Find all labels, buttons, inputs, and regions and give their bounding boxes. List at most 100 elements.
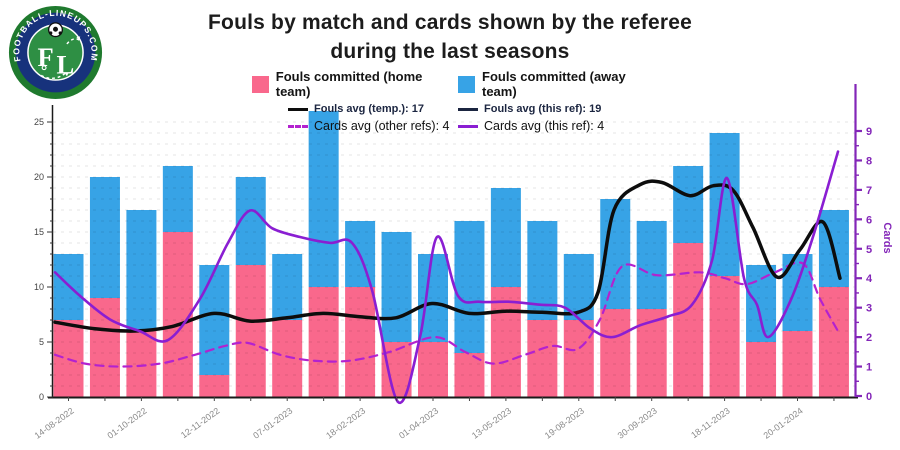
bar-away-fouls <box>272 254 303 320</box>
tactic-arrow <box>40 72 66 80</box>
legend-row-cards-avg: Cards avg (other refs): 4 Cards avg (thi… <box>252 119 672 133</box>
right-axis-label: 6 <box>866 214 872 226</box>
right-axis-label: 9 <box>866 126 872 138</box>
left-axis-label: 20 <box>34 172 44 182</box>
left-axis-label: 15 <box>34 227 44 237</box>
right-axis-label: 4 <box>866 273 873 285</box>
left-axis-label: 10 <box>34 282 44 292</box>
bar-home-fouls <box>381 342 412 397</box>
right-axis: 0 1 2 3 4 5 6 7 8 9 Cards <box>854 84 893 403</box>
home-fouls-swatch <box>252 75 269 93</box>
bar-home-fouls <box>272 320 303 397</box>
x-axis: 14-08-2022 01-10-2022 12-11-2022 07-01-2023… <box>33 396 858 441</box>
line-fouls-avg-temp <box>53 179 842 333</box>
legend-row-fouls-avg: Fouls avg (temp.): 17 Fouls avg (this re… <box>252 103 672 115</box>
right-axis-label: 8 <box>866 155 872 167</box>
legend-item-fouls-avg-temp: Fouls avg (temp.): 17 <box>288 103 458 115</box>
bar-away-fouls <box>636 221 667 309</box>
legend-label: Fouls committed (home team) <box>275 69 423 99</box>
legend-row-bars: Fouls committed (home team) Fouls commit… <box>252 69 672 99</box>
chart-title: Fouls by match and cards shown by the re… <box>0 8 900 66</box>
site-logo: FOOTBALL-LINEUPS.COM F L <box>8 5 103 100</box>
x-tick-label: 18-02-2023 <box>324 406 367 441</box>
bar-home-fouls <box>709 276 740 397</box>
bar-away-fouls <box>454 221 485 353</box>
legend-label: Cards avg (this ref): 4 <box>484 119 605 133</box>
legend-item-cards-avg-other: Cards avg (other refs): 4 <box>288 119 458 133</box>
tactic-arrow-head <box>76 36 81 41</box>
bar-away-fouls <box>673 166 704 243</box>
bar-home-fouls <box>418 342 448 397</box>
left-axis: 0 5 10 15 20 25 <box>34 105 54 402</box>
x-tick-label: 01-04-2023 <box>397 406 440 441</box>
away-fouls-swatch <box>458 75 475 93</box>
bar-home-fouls <box>527 320 558 397</box>
left-axis-label: 5 <box>39 337 44 347</box>
bar-away-fouls <box>126 210 157 331</box>
left-axis-label: 25 <box>34 117 44 127</box>
legend-item-fouls-avg-ref: Fouls avg (this ref): 19 <box>458 103 628 115</box>
fouls-avg-ref-swatch <box>458 107 478 111</box>
x-tick-label: 07-01-2023 <box>251 406 294 441</box>
chart-title-line1: Fouls by match and cards shown by the re… <box>208 11 692 34</box>
chart-title-line2: during the last seasons <box>330 40 570 63</box>
x-tick-label: 30-09-2023 <box>616 406 659 441</box>
bar-home-fouls <box>308 287 339 397</box>
bar-home-fouls <box>673 243 704 397</box>
ball-pentagon <box>53 26 58 32</box>
bar-home-fouls <box>162 232 193 397</box>
bars-layer <box>53 111 849 397</box>
cards-avg-other-swatch <box>288 124 308 128</box>
line-cards-avg-this-ref <box>53 150 840 405</box>
tactic-arrow-head <box>65 72 69 77</box>
bar-away-fouls <box>381 232 412 342</box>
legend-item-cards-avg-this: Cards avg (this ref): 4 <box>458 119 628 133</box>
right-axis-label: 7 <box>866 185 872 197</box>
legend-label: Fouls committed (away team) <box>482 69 626 99</box>
right-axis-label: 3 <box>866 303 872 315</box>
tactic-arrow <box>66 38 80 45</box>
ball-pentagon <box>58 31 62 35</box>
bar-away-fouls <box>89 177 120 298</box>
bar-away-fouls <box>162 166 193 232</box>
tactic-dot <box>41 65 47 71</box>
x-tick-label: 12-11-2022 <box>179 406 222 441</box>
bar-away-fouls <box>308 111 339 287</box>
right-axis-label: 2 <box>866 332 872 344</box>
bar-home-fouls <box>345 287 376 397</box>
right-axis-label: 0 <box>866 391 872 403</box>
bar-home-fouls <box>199 375 230 397</box>
legend-item-away-fouls: Fouls committed (away team) <box>458 69 664 99</box>
x-tick-label: 01-10-2022 <box>105 406 148 441</box>
bar-home-fouls <box>746 342 777 397</box>
x-tick-label: 20-01-2024 <box>762 406 805 441</box>
logo-letter-l: L <box>56 49 74 79</box>
right-axis-label: 5 <box>866 244 872 256</box>
bar-home-fouls <box>235 265 266 397</box>
x-tick-label: 13-05-2023 <box>470 406 513 441</box>
bar-home-fouls <box>782 331 813 397</box>
ball-pentagon <box>49 31 53 35</box>
legend-label: Fouls avg (temp.): 17 <box>314 103 425 115</box>
legend-label: Fouls avg (this ref): 19 <box>484 103 602 115</box>
bar-away-fouls <box>746 265 777 342</box>
bar-home-fouls <box>490 287 521 397</box>
legend-label: Cards avg (other refs): 4 <box>314 119 450 133</box>
right-axis-label: 1 <box>866 362 872 374</box>
fouls-avg-temp-swatch <box>288 107 308 111</box>
cards-avg-this-swatch <box>458 124 478 128</box>
bar-home-fouls <box>89 298 120 397</box>
x-tick-label: 18-11-2023 <box>689 406 732 441</box>
legend: Fouls committed (home team) Fouls commit… <box>252 69 672 137</box>
x-tick-label: 14-08-2022 <box>33 406 76 441</box>
bar-away-fouls <box>490 188 521 287</box>
line-cards-avg-other-refs <box>53 261 840 368</box>
x-tick-label: 19-08-2023 <box>543 406 586 441</box>
bar-home-fouls <box>600 309 631 397</box>
legend-item-home-fouls: Fouls committed (home team) <box>252 69 458 99</box>
left-axis-label: 0 <box>39 392 44 402</box>
bar-home-fouls <box>563 320 594 397</box>
bar-away-fouls <box>199 265 230 375</box>
